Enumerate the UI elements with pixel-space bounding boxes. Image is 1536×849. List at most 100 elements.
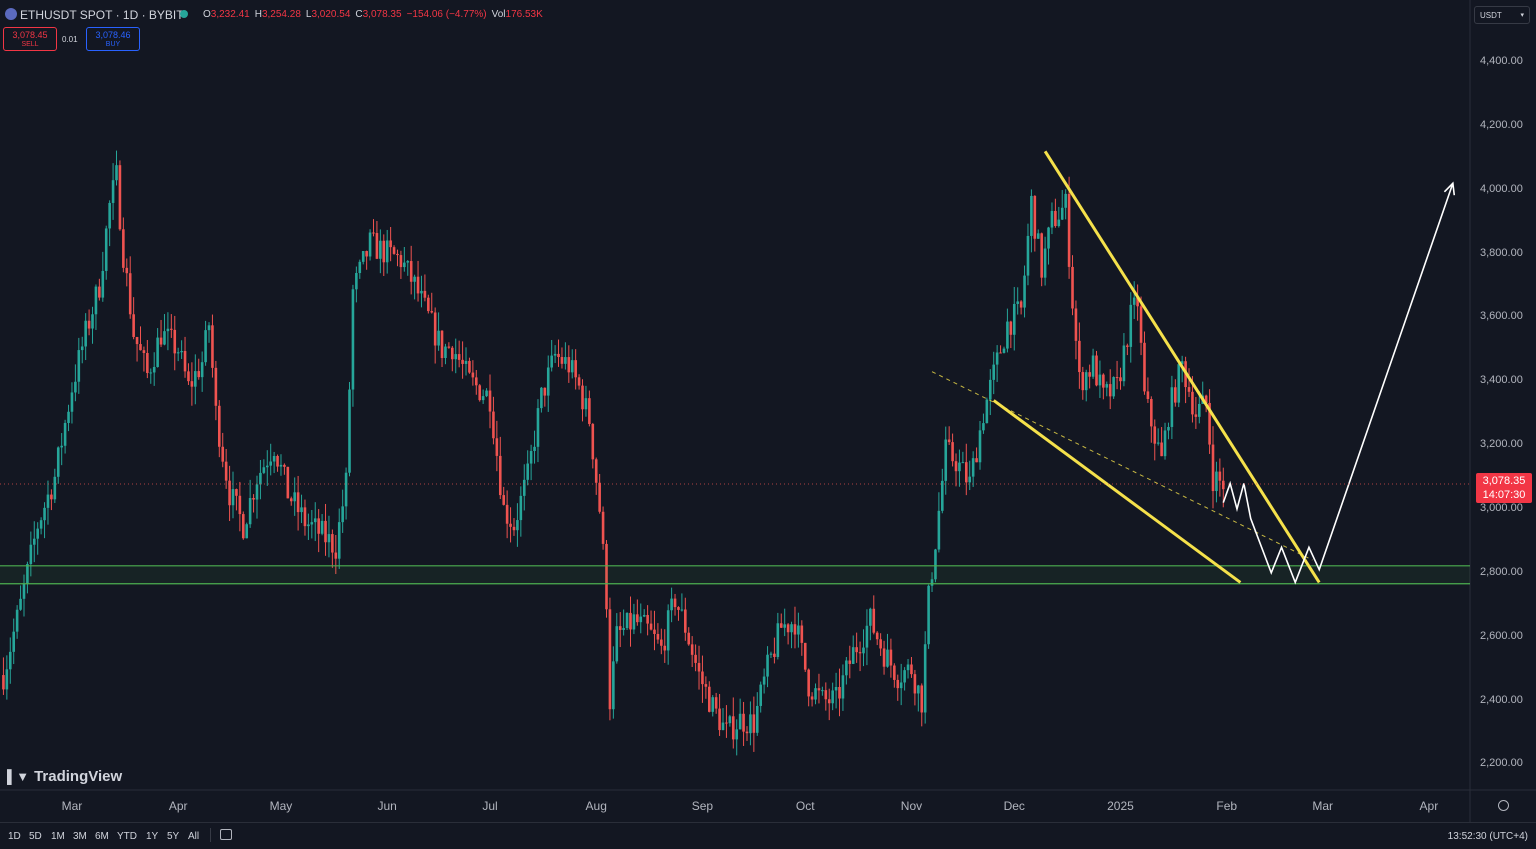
candle-body bbox=[642, 614, 646, 617]
candle-body bbox=[403, 262, 406, 268]
candle-body bbox=[156, 337, 159, 367]
candle-body bbox=[608, 609, 612, 710]
candle-body bbox=[954, 461, 958, 472]
symbol-title[interactable]: ETHUSDT SPOT · 1D · BYBIT bbox=[20, 8, 184, 22]
candle-body bbox=[1215, 471, 1218, 492]
range-1m[interactable]: 1M bbox=[51, 831, 65, 842]
price-tick-label: 2,600.00 bbox=[1480, 629, 1523, 642]
candle-body bbox=[1211, 444, 1215, 492]
candle-body bbox=[2, 675, 5, 690]
candle-body bbox=[632, 614, 636, 630]
candle-body bbox=[899, 682, 903, 689]
candle-body bbox=[663, 645, 667, 651]
candle-body bbox=[464, 360, 468, 364]
candle-body bbox=[293, 492, 296, 502]
candle-body bbox=[39, 520, 43, 529]
tradingview-watermark: ▌▼ TradingView bbox=[7, 768, 122, 785]
candle-body bbox=[1180, 361, 1184, 365]
candle-body bbox=[711, 697, 715, 712]
range-6m[interactable]: 6M bbox=[95, 831, 109, 842]
candle-body bbox=[492, 411, 495, 439]
time-tick-label: Dec bbox=[1003, 799, 1025, 813]
candle-body bbox=[1221, 480, 1225, 490]
candle-body bbox=[231, 489, 235, 506]
candle-body bbox=[248, 497, 252, 525]
candle-body bbox=[26, 564, 29, 584]
candle-body bbox=[869, 608, 872, 626]
candle-body bbox=[91, 314, 94, 329]
gear-icon[interactable] bbox=[1498, 800, 1509, 811]
candle-body bbox=[447, 346, 451, 348]
range-3m[interactable]: 3M bbox=[73, 831, 87, 842]
candle-body bbox=[1218, 471, 1222, 481]
candle-body bbox=[63, 422, 67, 446]
candle-body bbox=[241, 514, 245, 539]
range-5y[interactable]: 5Y bbox=[167, 831, 180, 842]
range-5d[interactable]: 5D bbox=[29, 831, 42, 842]
time-tick-label: Nov bbox=[900, 799, 923, 813]
candle-body bbox=[457, 354, 461, 360]
candle-body bbox=[115, 165, 118, 181]
high-value: 3,254.28 bbox=[261, 9, 301, 20]
price-tick-label: 4,200.00 bbox=[1480, 118, 1523, 131]
candle-body bbox=[666, 610, 670, 651]
range-ytd[interactable]: YTD bbox=[117, 831, 137, 842]
candle-body bbox=[752, 714, 756, 733]
candle-body bbox=[797, 625, 800, 635]
candle-body bbox=[1174, 387, 1177, 403]
candle-body bbox=[224, 461, 228, 481]
candle-body bbox=[1112, 377, 1115, 397]
candle-body bbox=[1122, 345, 1126, 382]
candle-body bbox=[392, 247, 396, 254]
candle-body bbox=[451, 347, 454, 360]
watermark-text: TradingView bbox=[34, 768, 123, 785]
candle-body bbox=[687, 632, 691, 645]
candle-body bbox=[629, 612, 632, 630]
candle-body bbox=[389, 240, 392, 248]
candle-body bbox=[714, 697, 718, 709]
candle-body bbox=[615, 626, 619, 662]
candle-body bbox=[577, 377, 581, 386]
buy-button[interactable]: 3,078.46 BUY bbox=[86, 27, 140, 51]
candle-body bbox=[845, 660, 848, 676]
candle-body bbox=[142, 350, 146, 353]
sell-button[interactable]: 3,078.45 SELL bbox=[3, 27, 57, 51]
candle-body bbox=[893, 665, 896, 680]
candle-body bbox=[1136, 297, 1139, 307]
currency-select[interactable]: USDT ▾ bbox=[1474, 6, 1530, 24]
projection-arrowhead bbox=[1443, 181, 1456, 196]
candle-body bbox=[951, 442, 954, 462]
candle-body bbox=[639, 616, 643, 623]
candle-body bbox=[176, 352, 180, 354]
candle-body bbox=[146, 352, 149, 373]
candle-body bbox=[814, 688, 817, 700]
candle-body bbox=[1091, 355, 1095, 377]
candle-body bbox=[567, 357, 571, 373]
calendar-icon[interactable] bbox=[220, 829, 232, 840]
candle-body bbox=[605, 543, 608, 610]
candle-body bbox=[1081, 372, 1085, 391]
candle-body bbox=[1050, 210, 1054, 228]
candle-body bbox=[1126, 345, 1129, 347]
range-1y[interactable]: 1Y bbox=[146, 831, 159, 842]
candle-body bbox=[1105, 384, 1109, 388]
candle-body bbox=[307, 524, 310, 527]
candle-body bbox=[303, 507, 307, 527]
candle-body bbox=[344, 472, 348, 507]
price-tick-label: 3,600.00 bbox=[1480, 310, 1523, 323]
range-all[interactable]: All bbox=[188, 831, 200, 842]
candle-body bbox=[385, 240, 389, 263]
candle-body bbox=[783, 624, 786, 628]
candle-body bbox=[831, 690, 834, 704]
candle-body bbox=[396, 253, 399, 256]
candle-body bbox=[988, 379, 992, 400]
candle-body bbox=[636, 614, 639, 623]
candle-body bbox=[594, 459, 598, 483]
candle-body bbox=[125, 267, 129, 274]
candle-body bbox=[320, 520, 324, 534]
bar-countdown: 14:07:30 bbox=[1482, 489, 1526, 501]
range-1d[interactable]: 1D bbox=[8, 831, 21, 842]
candle-body bbox=[817, 688, 821, 691]
candle-body bbox=[341, 506, 344, 523]
